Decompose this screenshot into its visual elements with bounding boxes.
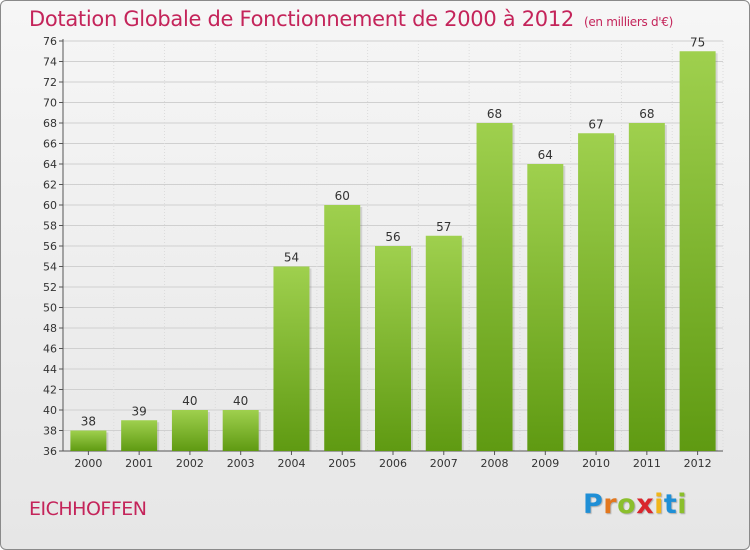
proxiti-logo: Proxiti <box>583 489 687 520</box>
y-tick-label: 48 <box>43 322 57 335</box>
y-tick-label: 54 <box>43 261 57 274</box>
x-tick-label: 2004 <box>277 457 305 470</box>
x-tick-label: 2005 <box>328 457 356 470</box>
bar-value-label: 39 <box>132 404 147 418</box>
labels: 36 38 40 42 44 46 48 50 52 54 56 58 60 62 64 66 68 70 72 74… <box>43 35 712 470</box>
x-tick-label: 2002 <box>176 457 204 470</box>
y-tick-label: 76 <box>43 35 57 48</box>
bar-2009 <box>527 164 564 451</box>
x-tick-label: 2009 <box>531 457 559 470</box>
logo-letter: i <box>677 489 688 520</box>
bar-2002 <box>171 410 208 451</box>
y-tick-label: 64 <box>43 158 57 171</box>
logo-letter: P <box>583 489 604 520</box>
y-tick-label: 66 <box>43 138 57 151</box>
chart-title-text: Dotation Globale de Fonctionnement de 20… <box>29 7 574 31</box>
logo-letter: r <box>603 489 618 520</box>
bar-2007 <box>425 235 462 451</box>
y-tick-label: 74 <box>43 56 57 69</box>
bar-2001 <box>121 420 158 451</box>
logo-letter: o <box>617 489 637 520</box>
bar-2005 <box>324 205 361 451</box>
x-tick-label: 2001 <box>125 457 153 470</box>
x-tick-label: 2003 <box>227 457 255 470</box>
bar-2006 <box>375 246 411 451</box>
y-tick-label: 72 <box>43 76 57 89</box>
logo-letter: i <box>654 489 664 520</box>
x-tick-label: 2010 <box>582 457 610 470</box>
x-tick-label: 2008 <box>481 457 509 470</box>
bar-2011 <box>628 123 665 451</box>
bar-2004 <box>273 266 310 451</box>
chart-title: Dotation Globale de Fonctionnement de 20… <box>29 7 673 31</box>
bar-value-label: 60 <box>335 189 350 203</box>
bar-2012 <box>679 51 716 451</box>
y-tick-label: 56 <box>43 240 57 253</box>
x-tick-label: 2011 <box>633 457 661 470</box>
bar-2003 <box>222 410 259 451</box>
y-tick-label: 50 <box>43 302 57 315</box>
bar-value-label: 56 <box>385 230 400 244</box>
y-tick-label: 36 <box>43 445 57 458</box>
y-tick-label: 46 <box>43 343 57 356</box>
x-tick-label: 2012 <box>684 457 712 470</box>
bar-2008 <box>476 123 513 451</box>
chart-unit: (en milliers d'€) <box>583 15 673 29</box>
y-tick-label: 60 <box>43 199 57 212</box>
y-tick-label: 52 <box>43 281 57 294</box>
y-tick-label: 62 <box>43 179 57 192</box>
y-tick-label: 68 <box>43 117 57 130</box>
y-tick-label: 70 <box>43 97 57 110</box>
y-tick-label: 58 <box>43 220 57 233</box>
bar-value-label: 40 <box>182 394 197 408</box>
bar-value-label: 64 <box>538 148 553 162</box>
bar-2010 <box>578 133 615 451</box>
bar-value-label: 54 <box>284 251 299 265</box>
bar-value-label: 38 <box>81 415 96 429</box>
logo-letter: t <box>663 489 678 520</box>
bar-value-label: 68 <box>639 107 654 121</box>
y-tick-label: 42 <box>43 384 57 397</box>
y-tick-label: 40 <box>43 404 57 417</box>
bar-2000 <box>70 430 107 451</box>
bars <box>70 51 718 451</box>
bar-value-label: 75 <box>690 35 705 49</box>
bar-value-label: 57 <box>436 220 451 234</box>
x-tick-label: 2000 <box>74 457 102 470</box>
x-tick-label: 2006 <box>379 457 407 470</box>
bar-value-label: 40 <box>233 394 248 408</box>
bar-value-label: 68 <box>487 107 502 121</box>
bar-value-label: 67 <box>588 117 603 131</box>
logo-letter: x <box>636 489 655 520</box>
y-tick-label: 38 <box>43 425 57 438</box>
x-tick-label: 2007 <box>430 457 458 470</box>
commune-name: EICHHOFFEN <box>29 498 147 520</box>
y-tick-label: 44 <box>43 363 57 376</box>
